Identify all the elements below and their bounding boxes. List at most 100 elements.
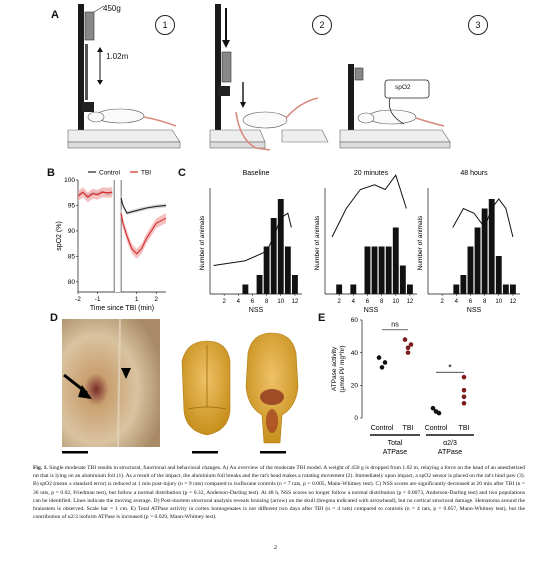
y-tick-label: 0 <box>354 415 358 422</box>
series-line-tbi <box>120 212 167 255</box>
panel-a-illustration <box>67 4 451 151</box>
y-tick-label: 90 <box>68 228 76 235</box>
x-tick-label: -2 <box>75 296 81 303</box>
histogram-title: 20 minutes <box>354 170 389 177</box>
data-point <box>461 374 467 380</box>
panel-d-photos <box>62 318 299 454</box>
moving-average-line <box>331 174 407 238</box>
histogram-title: Baseline <box>243 170 270 177</box>
y-axis-label: Number of animals <box>199 215 206 270</box>
y-axis-label: Number of animals <box>314 215 321 270</box>
height-label: 1.02m <box>106 52 129 61</box>
x-tick-label: 4 <box>352 299 356 305</box>
histogram-bar <box>453 284 460 294</box>
y-tick-label: 85 <box>68 254 76 261</box>
brain-dorsal-photo <box>181 340 231 436</box>
group-label: Control <box>371 425 394 432</box>
data-point <box>379 365 385 370</box>
data-point <box>402 337 408 342</box>
y-tick-label: 100 <box>64 177 75 184</box>
histogram-bar <box>291 275 298 294</box>
y-tick-label: 40 <box>351 350 359 357</box>
histogram-bar <box>270 218 277 294</box>
histogram-bar <box>488 199 495 294</box>
panel-b-letter: B <box>47 167 55 179</box>
x-tick-label: 2 <box>154 296 158 303</box>
x-tick-label: 10 <box>495 299 502 305</box>
x-tick-label: 4 <box>237 299 241 305</box>
y-tick-label: 95 <box>68 203 76 210</box>
category-label: α2/3 <box>443 440 457 447</box>
y-axis-label: spO2 (%) <box>56 221 63 251</box>
legend-label-control: Control <box>99 169 121 176</box>
scene-2 <box>209 4 329 151</box>
moving-average-line <box>452 198 514 238</box>
panel-a-letter: A <box>51 9 59 21</box>
x-tick-label: 6 <box>366 299 370 305</box>
x-tick-label: 8 <box>380 299 384 305</box>
group-label: Control <box>425 425 448 432</box>
weight-label: 450g <box>103 4 121 13</box>
data-point <box>461 394 467 400</box>
injury-gap <box>114 178 122 292</box>
x-tick-label: 2 <box>337 299 341 305</box>
x-tick-label: -1 <box>95 296 101 303</box>
histogram-bar <box>378 246 385 294</box>
panel-d-letter: D <box>50 312 58 324</box>
caption-text: Single moderate TBI results in structura… <box>33 465 525 521</box>
histogram-title: 48 hours <box>460 170 488 177</box>
step-1-marker: 1 <box>155 15 175 35</box>
moving-average-line <box>213 212 292 266</box>
page-number: 2 <box>274 545 277 551</box>
data-point <box>382 360 388 365</box>
x-tick-label: 12 <box>292 299 299 305</box>
x-tick-label: 10 <box>392 299 399 305</box>
category-label: ATPase <box>438 449 462 456</box>
data-point <box>405 350 411 355</box>
group-label: TBI <box>459 425 470 432</box>
histogram-bar <box>385 246 392 294</box>
histogram-bar <box>242 284 249 294</box>
histogram-bar <box>495 256 502 294</box>
nss-histograms: 2 4 6 8 10 12 Baseline NSS Number of animals 2 4 6 8… <box>199 170 520 312</box>
x-tick-label: 2 <box>440 299 444 305</box>
x-tick-label: 10 <box>277 299 284 305</box>
x-axis-label: NSS <box>249 307 264 312</box>
category-label: ATPase <box>383 449 407 456</box>
legend-label-tbi: TBI <box>141 169 151 176</box>
data-point <box>408 342 414 347</box>
skull-photo <box>62 319 160 447</box>
y-tick-label: 80 <box>68 279 76 286</box>
data-point <box>376 355 382 360</box>
histogram-bar <box>371 246 378 294</box>
significance-star: * <box>448 363 452 373</box>
y-axis-label-line2: (µmol Pi/ mg*hr) <box>339 345 346 392</box>
data-point <box>430 405 436 411</box>
histogram-bar <box>256 275 263 294</box>
atpase-scatter: 60 40 20 0 ns * Control TBI Control TBI Total ATPas… <box>331 317 474 456</box>
x-tick-label: 12 <box>407 299 414 305</box>
x-axis-label: NSS <box>467 307 482 312</box>
group-label: TBI <box>403 425 414 432</box>
data-point <box>436 410 442 416</box>
scene-3 <box>339 64 451 149</box>
x-axis-label: NSS <box>364 307 379 312</box>
histogram-bar <box>467 246 474 294</box>
x-tick-label: 2 <box>222 299 226 305</box>
data-point <box>461 401 467 406</box>
histogram-bar <box>336 284 343 294</box>
histogram-bar <box>406 284 413 294</box>
histogram-bar <box>474 227 481 294</box>
series-line-tbi <box>77 191 113 199</box>
ns-label: ns <box>391 322 399 329</box>
spo2-callout: spO2 <box>395 84 411 91</box>
error-band-tbi <box>121 208 166 259</box>
step-2-marker: 2 <box>312 15 332 35</box>
data-point <box>461 387 467 393</box>
y-tick-label: 20 <box>351 383 359 390</box>
brain-ventral-photo <box>245 332 299 444</box>
error-band-control <box>121 195 166 216</box>
x-tick-label: 12 <box>510 299 517 305</box>
histogram-bar <box>364 246 371 294</box>
panel-e-letter: E <box>318 312 326 324</box>
